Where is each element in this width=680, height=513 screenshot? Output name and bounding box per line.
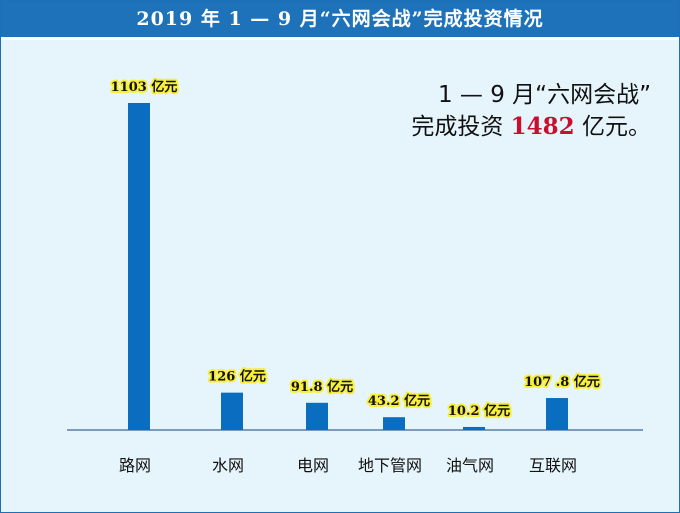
bar-4: [383, 417, 405, 430]
category-label: 电网: [297, 456, 329, 475]
value-labels-group: 1103 亿元 126 亿元 91.8 亿元 43.2 亿元 10.2 亿元 107 .8…: [109, 77, 602, 421]
chart-title: 2019 年 1 — 9 月“六网会战”完成投资情况: [1, 1, 679, 40]
summary-total-value: 1482: [510, 113, 575, 140]
summary-prefix: 完成投资: [411, 114, 504, 140]
summary-suffix: 亿元。: [582, 114, 651, 140]
bar-6: [546, 398, 568, 430]
summary-line-1: 1 — 9 月“六网会战”: [437, 82, 651, 108]
bar-value-label: 91.8 亿元: [291, 379, 353, 395]
summary-text: 1 — 9 月“六网会战” 完成投资 1482 亿元。: [411, 79, 651, 143]
bar-value-label: 10.2 亿元: [448, 403, 510, 419]
bar-2: [221, 392, 243, 430]
bars-group: [128, 103, 568, 430]
category-label: 油气网: [446, 456, 494, 475]
bar-3: [306, 402, 328, 430]
bar-value-label: 126 亿元: [208, 369, 266, 385]
bar-5: [463, 426, 485, 430]
category-label: 地下管网: [358, 456, 422, 475]
bar-value-label: 43.2 亿元: [368, 393, 430, 409]
category-label: 水网: [212, 456, 244, 475]
category-label: 互联网: [529, 456, 577, 475]
bar-value-label: 107 .8 亿元: [524, 374, 600, 390]
bar-value-label: 1103 亿元: [111, 79, 178, 95]
summary-line-2: 完成投资 1482 亿元。: [411, 111, 651, 143]
category-labels-group: 路网 水网 电网 地下管网 油气网 互联网: [119, 456, 577, 475]
bar-1: [128, 103, 150, 430]
category-label: 路网: [119, 456, 151, 475]
